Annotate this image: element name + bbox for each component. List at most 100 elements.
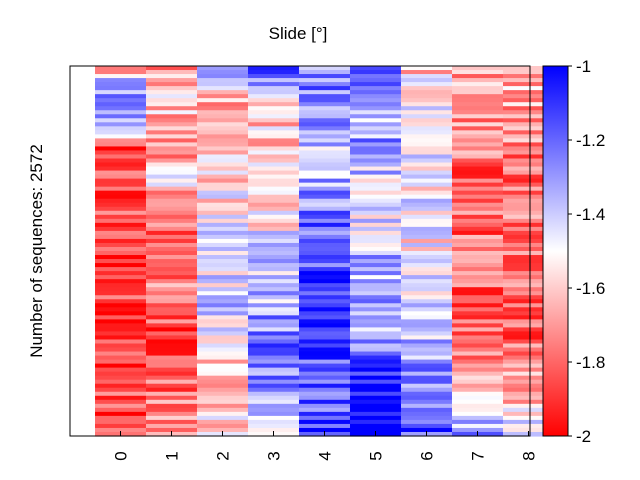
heatmap-cell bbox=[146, 287, 197, 292]
heatmap-cell bbox=[248, 214, 299, 220]
heatmap-cell bbox=[401, 303, 452, 308]
heatmap-cell bbox=[95, 383, 146, 389]
heatmap-cell bbox=[350, 399, 401, 405]
heatmap-cell bbox=[95, 210, 146, 216]
heatmap-cell bbox=[452, 234, 503, 240]
heatmap-cell bbox=[401, 154, 452, 160]
heatmap-cell bbox=[197, 323, 248, 329]
heatmap-cell bbox=[452, 78, 503, 83]
heatmap-cell bbox=[452, 142, 503, 148]
heatmap-cell bbox=[299, 86, 350, 91]
heatmap-cell bbox=[452, 403, 503, 409]
heatmap-cell bbox=[197, 307, 248, 312]
heatmap-cell bbox=[95, 311, 146, 316]
heatmap-cell bbox=[452, 230, 503, 236]
heatmap-cell bbox=[248, 415, 299, 421]
heatmap-cell bbox=[146, 303, 197, 308]
heatmap-cell bbox=[146, 234, 197, 240]
heatmap-cell bbox=[401, 182, 452, 188]
heatmap-cell bbox=[452, 407, 503, 413]
heatmap-cell bbox=[452, 130, 503, 135]
heatmap-cell bbox=[503, 311, 554, 316]
heatmap-cell bbox=[350, 214, 401, 220]
heatmap-cell bbox=[95, 230, 146, 236]
heatmap-cell bbox=[452, 367, 503, 373]
heatmap-cell bbox=[299, 234, 350, 240]
heatmap-cell bbox=[350, 66, 401, 71]
heatmap-cell bbox=[350, 379, 401, 385]
heatmap-cell bbox=[452, 194, 503, 200]
heatmap-cell bbox=[350, 234, 401, 240]
heatmap-cell bbox=[452, 287, 503, 292]
heatmap-cell bbox=[503, 303, 554, 308]
heatmap-cell bbox=[452, 162, 503, 168]
heatmap-cell bbox=[350, 299, 401, 304]
heatmap-cell bbox=[401, 150, 452, 156]
heatmap-cell bbox=[197, 170, 248, 176]
heatmap-cell bbox=[401, 70, 452, 75]
heatmap-cell bbox=[401, 98, 452, 103]
heatmap-cell bbox=[299, 303, 350, 308]
heatmap-cell bbox=[248, 110, 299, 115]
heatmap-cell bbox=[95, 226, 146, 232]
heatmap-cell bbox=[146, 411, 197, 417]
heatmap-cell bbox=[503, 339, 554, 345]
heatmap-cell bbox=[452, 415, 503, 421]
heatmap-cell bbox=[248, 202, 299, 208]
heatmap-cell bbox=[146, 379, 197, 385]
heatmap-cell bbox=[503, 238, 554, 244]
heatmap-cell bbox=[503, 162, 554, 168]
heatmap-cell bbox=[95, 299, 146, 304]
x-tick-label: 7 bbox=[469, 451, 488, 460]
heatmap-cell bbox=[146, 327, 197, 333]
heatmap-cell bbox=[248, 375, 299, 381]
heatmap-cell bbox=[452, 186, 503, 192]
heatmap-cell bbox=[401, 142, 452, 148]
heatmap-cell bbox=[503, 275, 554, 280]
heatmap-cell bbox=[95, 246, 146, 252]
heatmap-cell bbox=[503, 154, 554, 160]
heatmap-cell bbox=[299, 283, 350, 288]
heatmap-cell bbox=[503, 271, 554, 276]
heatmap-cell bbox=[299, 142, 350, 148]
heatmap-cell bbox=[197, 251, 248, 256]
heatmap-cell bbox=[350, 110, 401, 115]
heatmap-cell bbox=[146, 343, 197, 349]
heatmap-cell bbox=[401, 66, 452, 71]
heatmap-cell bbox=[95, 367, 146, 373]
heatmap-cell bbox=[503, 90, 554, 95]
heatmap-cell bbox=[146, 226, 197, 232]
heatmap-cell bbox=[248, 126, 299, 131]
heatmap-cell bbox=[401, 126, 452, 131]
heatmap-cell bbox=[401, 387, 452, 393]
heatmap-cell bbox=[248, 178, 299, 184]
heatmap-cell bbox=[401, 94, 452, 99]
heatmap-cell bbox=[452, 295, 503, 300]
heatmap-cell bbox=[95, 142, 146, 148]
heatmap-cell bbox=[197, 299, 248, 304]
heatmap-cell bbox=[197, 367, 248, 373]
heatmap-cell bbox=[350, 391, 401, 397]
heatmap-cell bbox=[95, 363, 146, 369]
heatmap-cell bbox=[401, 158, 452, 164]
heatmap-cell bbox=[197, 138, 248, 144]
heatmap-cell bbox=[248, 295, 299, 300]
heatmap-cell bbox=[248, 315, 299, 320]
heatmap-cell bbox=[452, 299, 503, 304]
heatmap-cell bbox=[248, 138, 299, 144]
heatmap-cell bbox=[197, 403, 248, 409]
heatmap-cell bbox=[350, 70, 401, 75]
heatmap-cell bbox=[503, 66, 554, 71]
heatmap-cell bbox=[350, 90, 401, 95]
heatmap-cell bbox=[248, 339, 299, 345]
heatmap-cell bbox=[197, 198, 248, 204]
heatmap-cell bbox=[95, 234, 146, 240]
heatmap-cell bbox=[248, 259, 299, 264]
heatmap-cell bbox=[197, 379, 248, 385]
heatmap-cell bbox=[299, 98, 350, 103]
heatmap-cell bbox=[401, 198, 452, 204]
heatmap-cell bbox=[503, 122, 554, 127]
heatmap-cell bbox=[452, 74, 503, 79]
heatmap-cell bbox=[146, 130, 197, 135]
